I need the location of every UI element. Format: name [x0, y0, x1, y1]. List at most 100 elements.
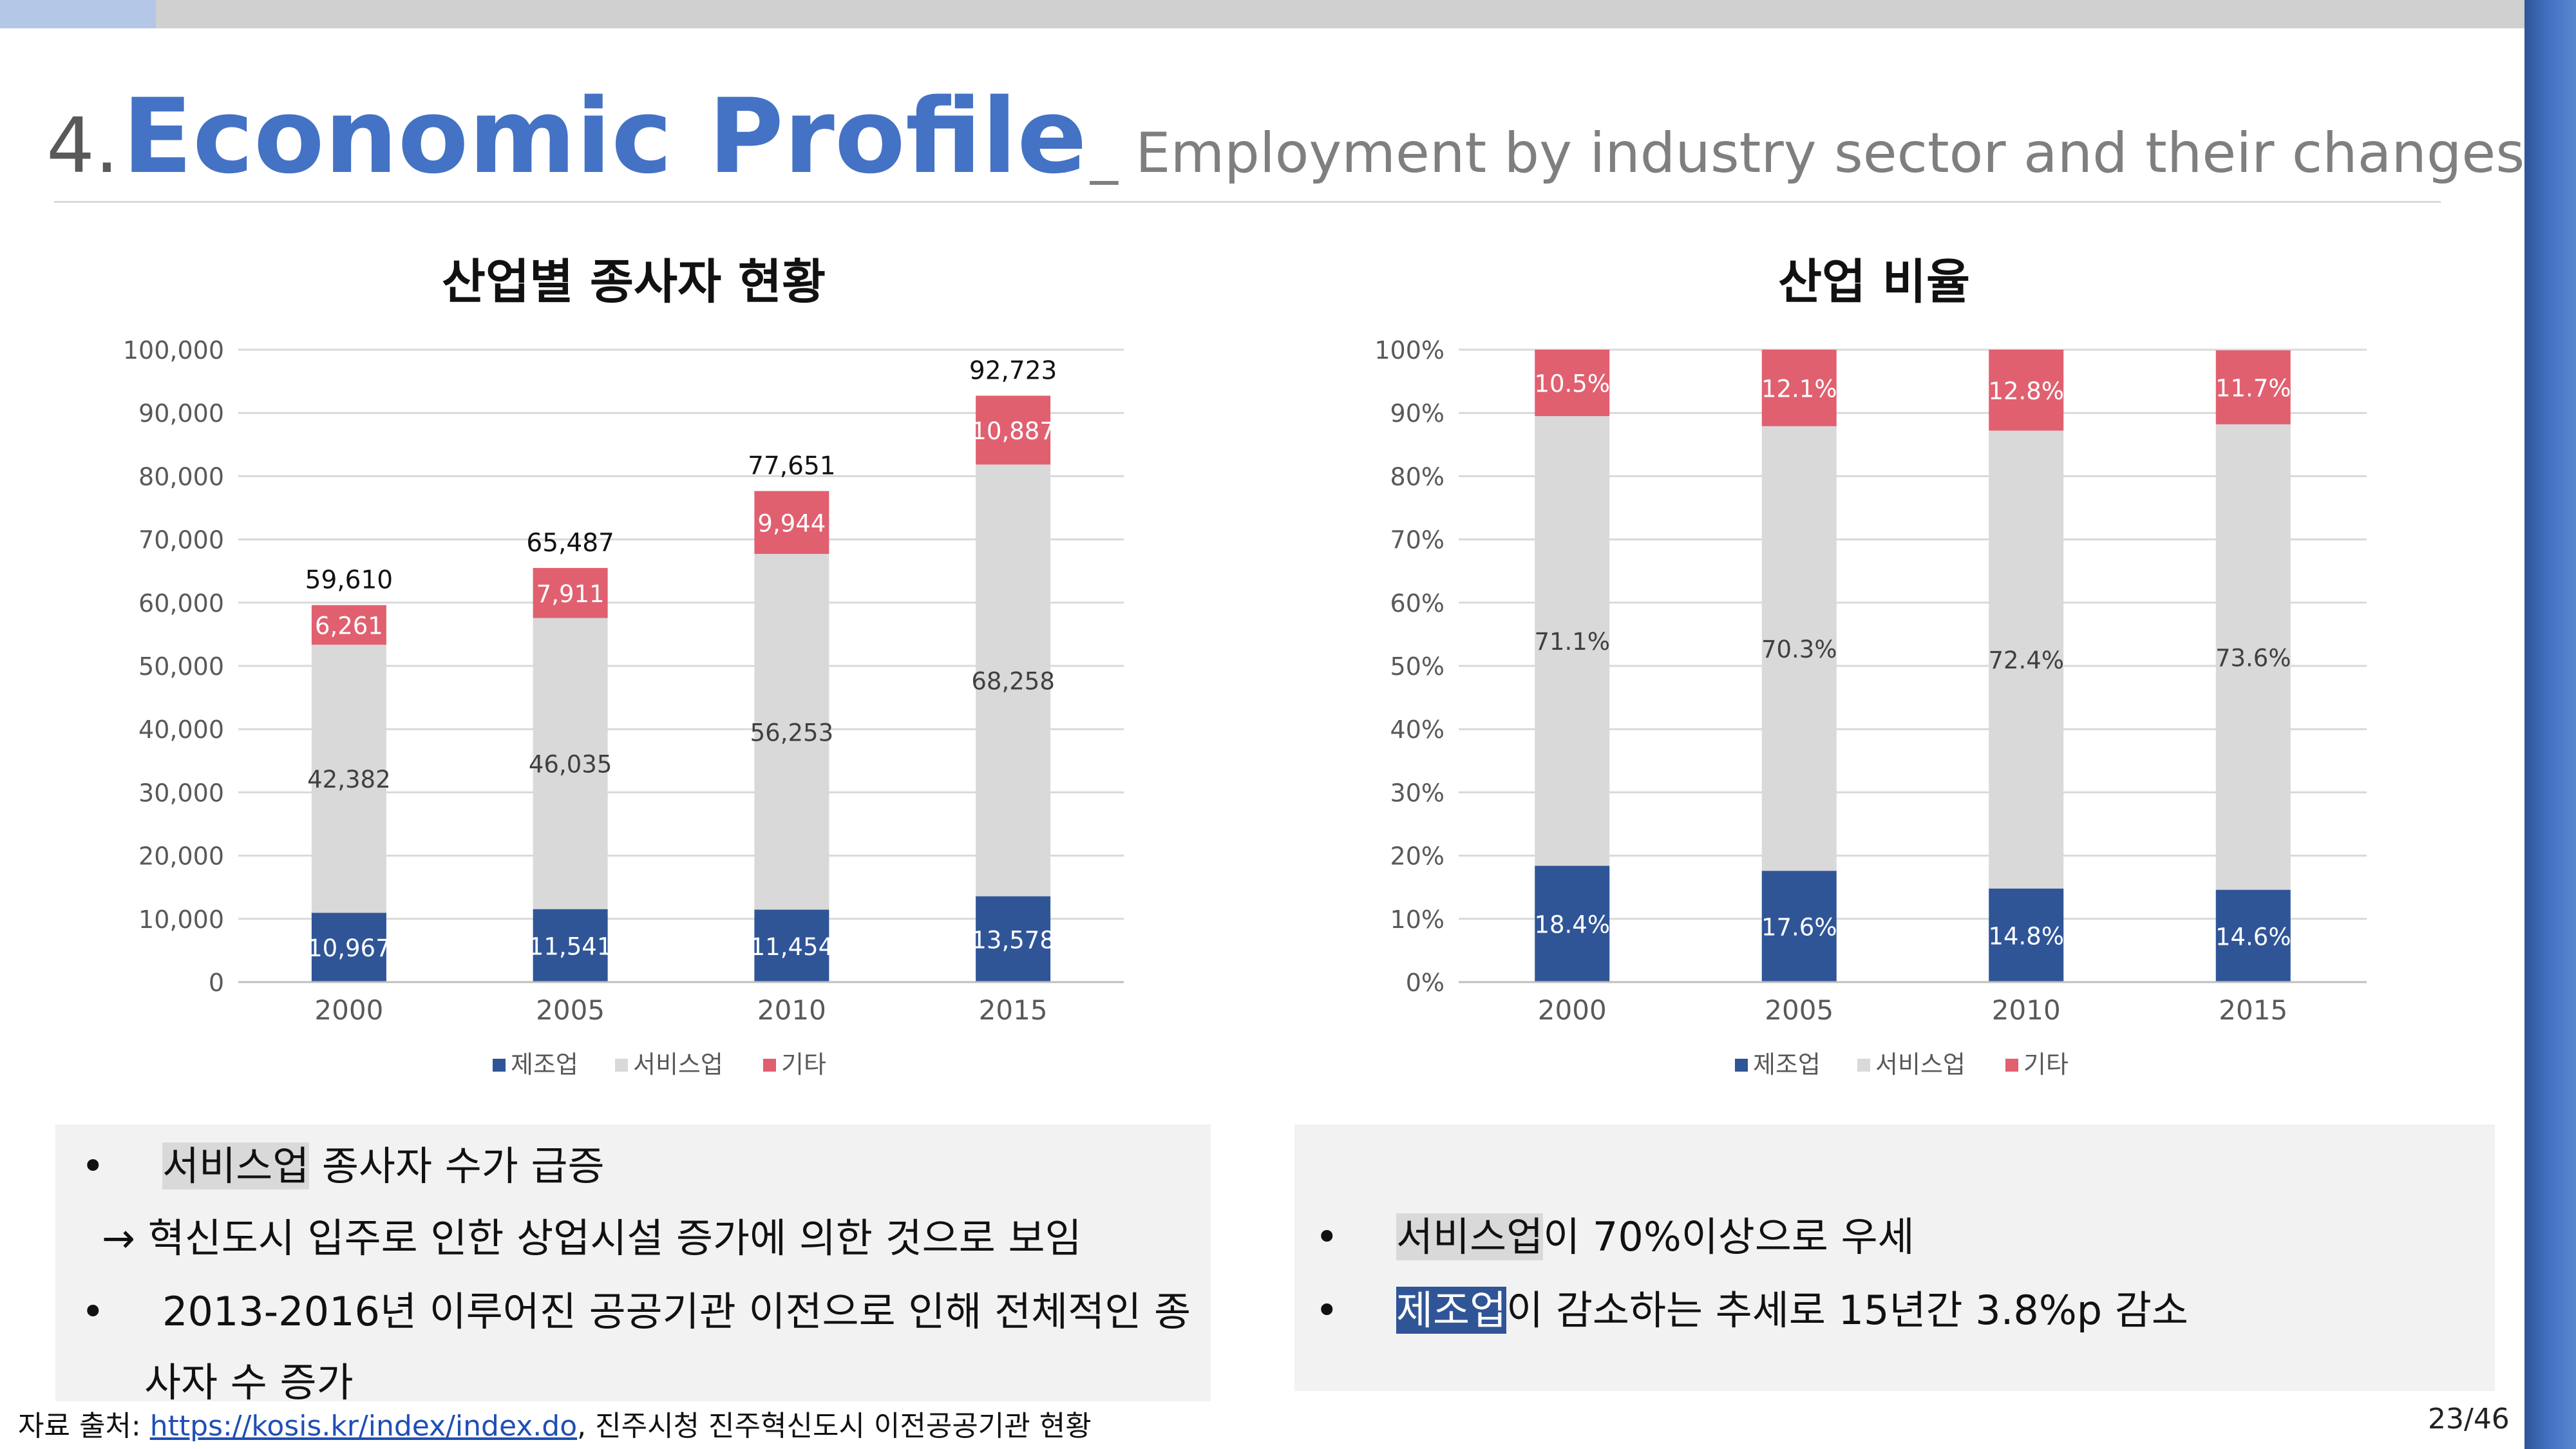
bar-segment-service [1761, 426, 1837, 871]
bullet-dot: • [81, 1288, 105, 1335]
chart-title-employment: 산업별 종사자 현황 [441, 254, 826, 310]
bar-segment-service [1535, 416, 1610, 866]
legend-label-service: 서비스업 [633, 1050, 723, 1079]
data-label-service: 56,253 [750, 719, 833, 746]
note-right-1: • 서비스업이 70%이상으로 우세 [1315, 1204, 1915, 1262]
data-label-other: 7,911 [536, 580, 605, 608]
bar-segment-manufacturing [976, 896, 1051, 982]
note-right-2-text: 이 감소하는 추세로 15년간 3.8%p 감소 [1506, 1287, 2188, 1334]
data-label-manufacturing: 13,578 [971, 926, 1054, 954]
top-bar-accent [0, 0, 156, 28]
y-tick-label: 30,000 [138, 779, 224, 807]
bullet-dot: • [81, 1142, 105, 1189]
legend-label-other: 기타 [781, 1050, 826, 1079]
data-label-manufacturing: 10,967 [307, 934, 390, 962]
data-label-service: 72.4% [1988, 647, 2064, 674]
note-right-2-highlight: 제조업 [1396, 1287, 1507, 1334]
data-label-other: 6,261 [315, 612, 383, 639]
bar-segment-service [1989, 430, 2064, 889]
y-tick-label: 60% [1390, 589, 1444, 618]
x-tick-label: 2010 [1992, 994, 2061, 1026]
data-label-service: 73.6% [2215, 644, 2291, 672]
data-label-manufacturing: 14.6% [2215, 923, 2291, 951]
y-tick-label: 100,000 [123, 336, 224, 365]
legend-label-manufacturing: 제조업 [1753, 1050, 1821, 1079]
y-tick-label: 40,000 [138, 715, 224, 744]
bar-segment-service [976, 464, 1051, 896]
y-tick-label: 80,000 [138, 462, 224, 491]
legend-swatch-service [615, 1059, 628, 1072]
bar-segment-manufacturing [1989, 888, 2064, 982]
y-tick-label: 10% [1390, 905, 1444, 934]
legend-swatch-other [2005, 1059, 2018, 1072]
x-tick-label: 2000 [1538, 994, 1607, 1026]
note-right-1-highlight: 서비스업 [1396, 1213, 1544, 1260]
notes-panel-right: • 서비스업이 70%이상으로 우세 • 제조업이 감소하는 추세로 15년간 … [1294, 1124, 2495, 1391]
x-tick-label: 2010 [757, 994, 826, 1026]
total-label: 77,651 [748, 451, 835, 480]
x-tick-label: 2000 [314, 994, 383, 1026]
data-label-service: 42,382 [307, 766, 390, 793]
data-label-other: 10.5% [1534, 370, 1610, 398]
source-link[interactable]: https://kosis.kr/index/index.do [149, 1410, 578, 1443]
bar-segment-other [1989, 350, 2064, 431]
bar-segment-service [2215, 424, 2291, 890]
total-label: 65,487 [526, 529, 614, 558]
bar-segment-other [976, 395, 1051, 465]
top-bar [0, 0, 2524, 28]
bar-segment-manufacturing [533, 909, 608, 982]
x-tick-label: 2005 [536, 994, 605, 1026]
bar-segment-manufacturing [1761, 871, 1837, 982]
legend-label-other: 기타 [2023, 1050, 2069, 1079]
y-tick-label: 50,000 [138, 652, 224, 681]
y-tick-label: 30% [1390, 779, 1444, 807]
y-tick-label: 70,000 [138, 526, 224, 554]
data-label-other: 11.7% [2215, 374, 2291, 402]
note-left-1: • 서비스업 종사자 수가 급증 [81, 1133, 605, 1191]
bar-segment-other [754, 491, 829, 554]
title-subtitle: _ Employment by industry sector and thei… [1090, 121, 2525, 185]
y-tick-label: 20,000 [138, 842, 224, 871]
data-label-manufacturing: 18.4% [1534, 911, 1610, 939]
x-tick-label: 2005 [1765, 994, 1833, 1026]
legend-label-service: 서비스업 [1875, 1050, 1965, 1079]
data-label-service: 70.3% [1761, 636, 1837, 663]
section-number: 4. [46, 101, 119, 190]
page-number: 23/46 [2428, 1403, 2510, 1435]
y-tick-label: 50% [1390, 652, 1444, 681]
source-citation: 자료 출처: https://kosis.kr/index/index.do, … [18, 1403, 1092, 1444]
bar-segment-service [754, 554, 829, 910]
title-main: Economic Profile [122, 76, 1087, 196]
bar-segment-other [533, 567, 608, 618]
data-label-manufacturing: 11,541 [529, 933, 612, 960]
y-tick-label: 100% [1374, 336, 1444, 365]
note-right-1-text: 이 70%이상으로 우세 [1543, 1213, 1915, 1260]
right-edge-bar [2524, 0, 2576, 1449]
y-tick-label: 0% [1406, 969, 1444, 997]
bullet-dot: • [1315, 1287, 1339, 1334]
bar-segment-service [311, 645, 386, 913]
note-left-1-text: 종사자 수가 급증 [309, 1142, 605, 1189]
chart-title-ratio: 산업 비율 [1777, 254, 1971, 310]
x-tick-label: 2015 [979, 994, 1048, 1026]
data-label-service: 71.1% [1534, 628, 1610, 656]
data-label-other: 12.1% [1761, 375, 1837, 402]
legend-swatch-manufacturing [1735, 1059, 1748, 1072]
note-right-2: • 제조업이 감소하는 추세로 15년간 3.8%p 감소 [1315, 1278, 2188, 1336]
y-tick-label: 70% [1390, 526, 1444, 554]
y-tick-label: 40% [1390, 715, 1444, 744]
legend-swatch-service [1857, 1059, 1870, 1072]
y-tick-label: 90% [1390, 399, 1444, 428]
slide-title: 4. Economic Profile _ Employment by indu… [46, 76, 2524, 196]
bar-segment-manufacturing [754, 909, 829, 982]
bar-segment-other [1535, 350, 1610, 417]
note-left-1-sub: → 혁신도시 입주로 인한 상업시설 증가에 의한 것으로 보임 [102, 1215, 1082, 1262]
bar-segment-other [2215, 350, 2291, 424]
data-label-service: 68,258 [971, 668, 1054, 696]
total-label: 92,723 [969, 356, 1057, 385]
legend-swatch-manufacturing [493, 1059, 506, 1072]
bar-segment-other [311, 605, 386, 645]
note-left-2: • 2013-2016년 이루어진 공공기관 이전으로 인해 전체적인 종 [81, 1279, 1191, 1337]
bar-segment-manufacturing [311, 913, 386, 982]
y-tick-label: 90,000 [138, 399, 224, 428]
